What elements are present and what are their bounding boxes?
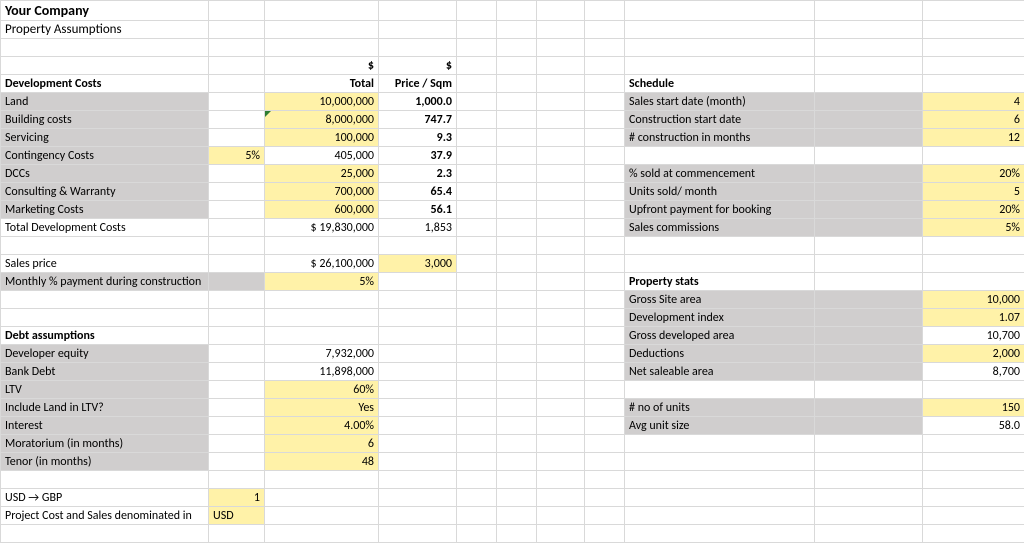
servicing-psqm: 9.3 (379, 129, 457, 147)
building-total[interactable]: 8,000,000 (265, 111, 379, 129)
currency-symbol-1: $ (265, 57, 379, 75)
total-dev-total: $ 19,830,000 (265, 219, 379, 237)
subtitle: Property Assumptions (1, 21, 209, 39)
dccs-psqm: 2.3 (379, 165, 457, 183)
dccs-total[interactable]: 25,000 (265, 165, 379, 183)
dev-index-value[interactable]: 1.07 (923, 309, 1024, 327)
land-psqm: 1,000.0 (379, 93, 457, 111)
contingency-pct[interactable]: 5% (209, 147, 265, 165)
prop-stats-header: Property stats (625, 273, 815, 291)
land-total[interactable]: 10,000,000 (265, 93, 379, 111)
marketing-total[interactable]: 600,000 (265, 201, 379, 219)
servicing-total[interactable]: 100,000 (265, 129, 379, 147)
gross-site-label: Gross Site area (625, 291, 815, 309)
sales-price-label: Sales price (1, 255, 209, 273)
include-land-value[interactable]: Yes (265, 399, 379, 417)
gross-site-value[interactable]: 10,000 (923, 291, 1024, 309)
fx-label: USD → GBP (1, 489, 209, 507)
units-month-value[interactable]: 5 (923, 183, 1024, 201)
deductions-value[interactable]: 2,000 (923, 345, 1024, 363)
tenor-label: Tenor (in months) (1, 453, 209, 471)
marketing-psqm: 56.1 (379, 201, 457, 219)
constr-start-label: Construction start date (625, 111, 815, 129)
monthly-pct-label: Monthly % payment during construction (1, 273, 209, 291)
fx-value[interactable]: 1 (209, 489, 265, 507)
sales-start-label: Sales start date (month) (625, 93, 815, 111)
debt-header: Debt assumptions (1, 327, 209, 345)
units-month-label: Units sold/ month (625, 183, 815, 201)
avg-unit-label: Avg unit size (625, 417, 815, 435)
num-units-label: # no of units (625, 399, 815, 417)
moratorium-value[interactable]: 6 (265, 435, 379, 453)
gross-dev-label: Gross developed area (625, 327, 815, 345)
contingency-label: Contingency Costs (1, 147, 209, 165)
avg-unit-value: 58.0 (923, 417, 1024, 435)
pct-sold-label: % sold at commencement (625, 165, 815, 183)
commission-label: Sales commissions (625, 219, 815, 237)
dccs-label: DCCs (1, 165, 209, 183)
constr-start-value[interactable]: 6 (923, 111, 1024, 129)
sales-price-psqm[interactable]: 3,000 (379, 255, 457, 273)
bank-debt-label: Bank Debt (1, 363, 209, 381)
tenor-value[interactable]: 48 (265, 453, 379, 471)
upfront-value[interactable]: 20% (923, 201, 1024, 219)
num-units-value[interactable]: 150 (923, 399, 1024, 417)
denom-value[interactable]: USD (209, 507, 265, 525)
schedule-header: Schedule (625, 75, 815, 93)
currency-symbol-2: $ (379, 57, 457, 75)
upfront-label: Upfront payment for booking (625, 201, 815, 219)
gross-dev-value: 10,700 (923, 327, 1024, 345)
interest-label: Interest (1, 417, 209, 435)
contingency-total: 405,000 (265, 147, 379, 165)
dev-index-label: Development index (625, 309, 815, 327)
ltv-value[interactable]: 60% (265, 381, 379, 399)
servicing-label: Servicing (1, 129, 209, 147)
sales-price-total: $ 26,100,000 (265, 255, 379, 273)
pct-sold-value[interactable]: 20% (923, 165, 1024, 183)
dev-costs-header: Development Costs (1, 75, 209, 93)
constr-months-label: # construction in months (625, 129, 815, 147)
col-price-sqm: Price / Sqm (379, 75, 457, 93)
bank-debt-value: 11,898,000 (265, 363, 379, 381)
consulting-label: Consulting & Warranty (1, 183, 209, 201)
total-dev-psqm: 1,853 (379, 219, 457, 237)
sales-start-value[interactable]: 4 (923, 93, 1024, 111)
moratorium-label: Moratorium (in months) (1, 435, 209, 453)
commission-value[interactable]: 5% (923, 219, 1024, 237)
denom-label: Project Cost and Sales denominated in (1, 507, 209, 525)
developer-equity-label: Developer equity (1, 345, 209, 363)
developer-equity-value: 7,932,000 (265, 345, 379, 363)
col-total: Total (265, 75, 379, 93)
building-psqm: 747.7 (379, 111, 457, 129)
spreadsheet-table: Your Company Property Assumptions $ $ De… (0, 0, 1024, 543)
deductions-label: Deductions (625, 345, 815, 363)
company-title: Your Company (1, 1, 209, 21)
constr-months-value[interactable]: 12 (923, 129, 1024, 147)
land-label: Land (1, 93, 209, 111)
marketing-label: Marketing Costs (1, 201, 209, 219)
include-land-label: Include Land in LTV? (1, 399, 209, 417)
ltv-label: LTV (1, 381, 209, 399)
consulting-psqm: 65.4 (379, 183, 457, 201)
total-dev-label: Total Development Costs (1, 219, 209, 237)
contingency-psqm: 37.9 (379, 147, 457, 165)
monthly-pct-value[interactable]: 5% (265, 273, 379, 291)
interest-value[interactable]: 4.00% (265, 417, 379, 435)
net-saleable-label: Net saleable area (625, 363, 815, 381)
consulting-total[interactable]: 700,000 (265, 183, 379, 201)
net-saleable-value: 8,700 (923, 363, 1024, 381)
building-label: Building costs (1, 111, 209, 129)
